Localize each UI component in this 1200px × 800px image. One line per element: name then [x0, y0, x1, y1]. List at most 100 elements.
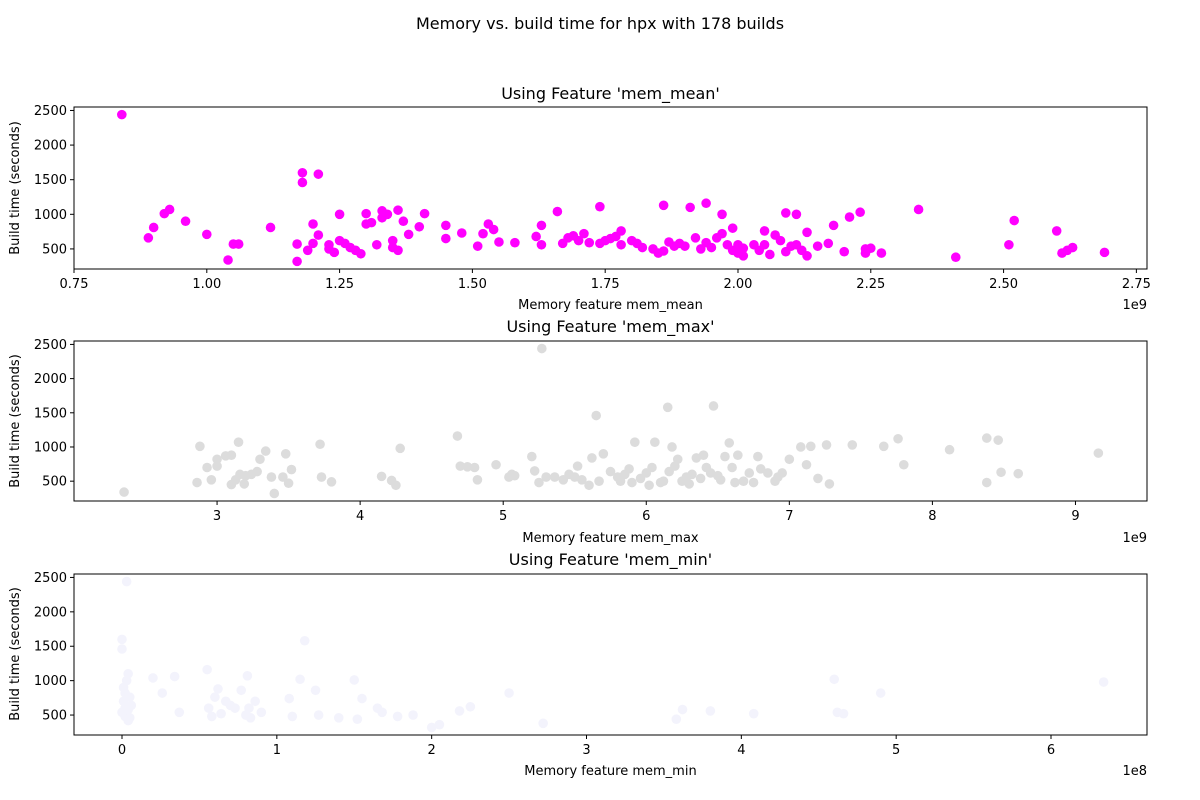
data-point: [733, 450, 743, 460]
data-point: [898, 459, 909, 470]
data-point: [245, 712, 256, 723]
data-point: [242, 671, 253, 681]
y-tick-label: 1000: [34, 208, 67, 223]
subplot-title: Using Feature 'mem_max': [506, 317, 714, 337]
data-point: [302, 245, 313, 256]
data-point: [667, 442, 677, 452]
x-tick-label: 4: [737, 743, 745, 758]
data-point: [813, 473, 823, 484]
x-tick-label: 3: [582, 743, 590, 758]
data-point: [210, 692, 220, 702]
data-point: [591, 410, 601, 421]
data-point: [334, 209, 345, 220]
x-tick-label: 8: [928, 509, 936, 524]
y-tick-label: 500: [42, 242, 67, 257]
x-tick-label: 1.25: [325, 277, 354, 292]
data-point: [536, 239, 547, 250]
data-point: [121, 576, 132, 587]
axes-frame: [73, 573, 1148, 736]
subplot-mem-max: Using Feature 'mem_max' Memory feature m…: [8, 317, 1148, 546]
y-axis-label: Build time (seconds): [8, 121, 23, 255]
data-point: [650, 437, 660, 447]
data-point: [821, 440, 832, 450]
data-point: [587, 453, 597, 463]
data-point: [538, 718, 548, 729]
axes-frame: [73, 106, 1148, 270]
data-point: [950, 252, 961, 263]
scatter-series: [117, 576, 1109, 733]
data-point: [802, 251, 812, 261]
scatter-series: [117, 109, 1110, 267]
data-point: [297, 177, 308, 188]
data-point: [124, 712, 135, 723]
data-point: [366, 217, 377, 228]
data-point: [356, 248, 366, 259]
data-point: [419, 208, 430, 219]
data-point: [478, 228, 488, 239]
data-point: [349, 675, 360, 685]
axes-frame: [73, 340, 1148, 502]
data-point: [698, 450, 709, 460]
data-point: [292, 256, 302, 267]
data-point: [297, 167, 308, 178]
data-point: [326, 477, 337, 487]
data-point: [195, 441, 205, 452]
data-point: [775, 235, 786, 246]
data-point: [456, 228, 467, 238]
x-axis-label: Memory feature mem_mean: [518, 298, 703, 313]
data-point: [333, 712, 344, 723]
data-point: [684, 479, 694, 489]
data-point: [534, 477, 544, 488]
data-point: [730, 477, 740, 488]
data-point: [441, 220, 451, 231]
data-point: [801, 459, 812, 470]
data-point: [203, 703, 214, 713]
data-point: [662, 402, 673, 413]
data-point: [680, 241, 690, 251]
x-tick-label: 1.75: [591, 277, 620, 292]
data-point: [780, 208, 791, 218]
subplot-mem-mean: Using Feature 'mem_mean' Memory feature …: [8, 84, 1151, 313]
data-point: [426, 722, 437, 733]
x-tick-label: 2.50: [989, 277, 1018, 292]
data-point: [361, 208, 371, 219]
x-tick-label: 2.25: [856, 277, 885, 292]
data-point: [828, 220, 839, 231]
data-point: [494, 237, 504, 247]
data-point: [371, 239, 382, 250]
y-axis-label: Build time (seconds): [8, 587, 23, 721]
data-point: [996, 467, 1006, 478]
tick-group: 3 4 5 6 7 8 9 500 1000 1500 2000 2500: [34, 338, 1080, 524]
data-point: [759, 226, 770, 236]
x-tick-label: 6: [1047, 743, 1055, 758]
data-point: [644, 480, 654, 491]
data-point: [143, 233, 154, 243]
data-point: [577, 475, 587, 485]
data-point: [212, 461, 222, 471]
data-point: [434, 719, 445, 730]
data-point: [510, 237, 520, 248]
data-point: [706, 242, 717, 253]
data-point: [647, 462, 657, 473]
data-point: [207, 711, 217, 722]
data-point: [299, 635, 310, 646]
data-point: [875, 688, 886, 698]
data-point: [876, 248, 887, 258]
x-tick-label: 5: [892, 743, 900, 758]
data-point: [1093, 448, 1104, 458]
data-point: [316, 472, 327, 482]
data-point: [763, 468, 773, 478]
data-point: [1051, 226, 1062, 236]
data-point: [256, 707, 267, 718]
data-point: [1009, 215, 1020, 226]
data-point: [791, 209, 802, 220]
data-point: [671, 714, 682, 724]
data-point: [839, 246, 850, 257]
data-point: [572, 461, 583, 471]
data-point: [230, 703, 240, 713]
data-point: [531, 231, 541, 242]
data-point: [250, 696, 260, 707]
scatter-series: [119, 343, 1104, 499]
y-axis-label: Build time (seconds): [8, 354, 23, 488]
